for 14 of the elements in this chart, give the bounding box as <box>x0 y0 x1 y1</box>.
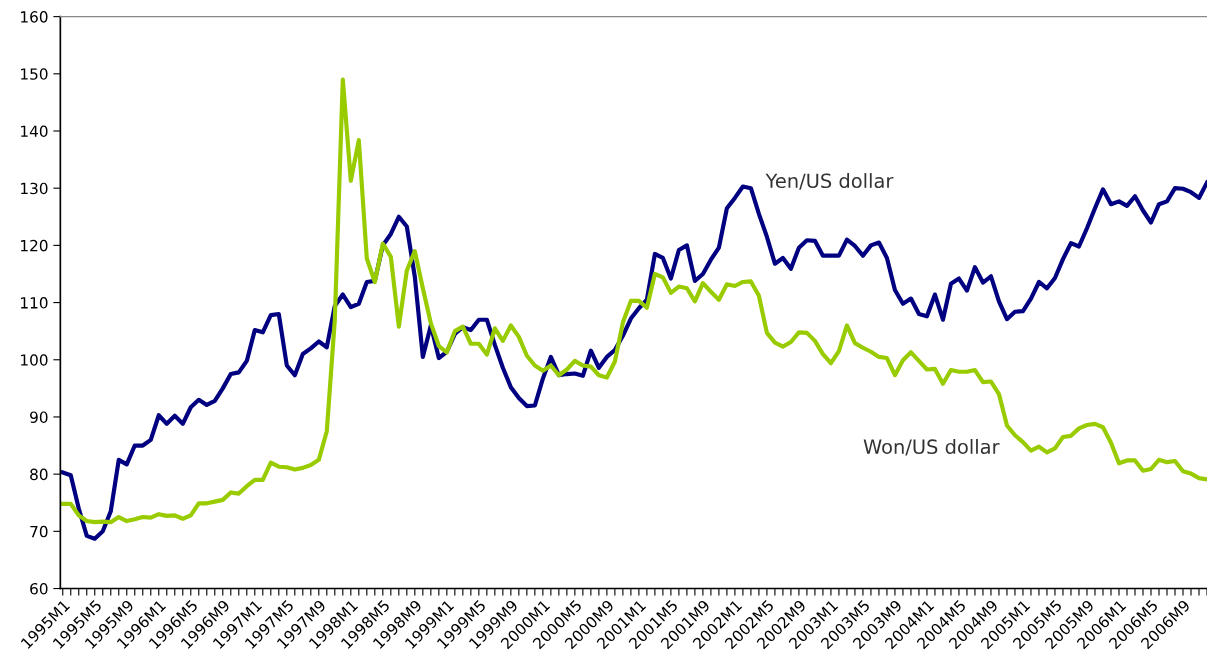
series-label: Won/US dollar <box>863 439 1000 456</box>
y-tick-label: 80 <box>30 468 48 481</box>
y-tick-label: 120 <box>21 239 48 252</box>
y-tick-label: 130 <box>21 182 48 195</box>
y-tick-label: 60 <box>30 582 48 595</box>
y-tick-label: 160 <box>21 11 48 23</box>
y-tick-label: 70 <box>30 525 48 538</box>
y-tick-label: 110 <box>21 297 48 309</box>
line-series <box>60 77 1207 525</box>
y-tick-label: 150 <box>21 68 48 80</box>
series-label: Yen/US dollar <box>765 173 894 190</box>
y-tick-label: 90 <box>30 411 48 423</box>
y-tick-label: 140 <box>21 125 48 138</box>
y-tick-label: 100 <box>21 354 48 366</box>
